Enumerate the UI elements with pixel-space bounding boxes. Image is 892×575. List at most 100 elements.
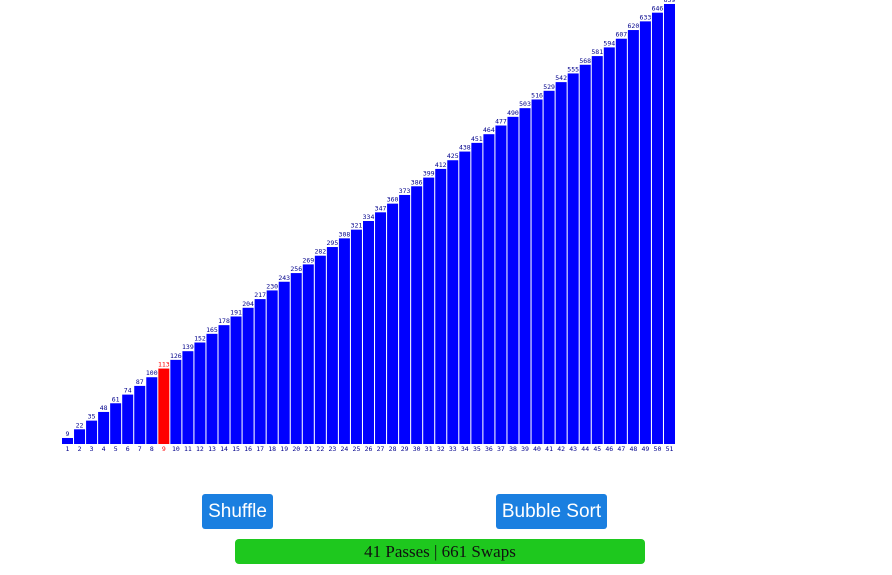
bar bbox=[531, 99, 543, 444]
bar-value-label: 100 bbox=[146, 369, 158, 377]
bar-value-label: 61 bbox=[112, 395, 120, 403]
bar bbox=[122, 394, 134, 444]
bar-value-label: 633 bbox=[640, 13, 652, 21]
bar-value-label: 412 bbox=[435, 161, 447, 169]
bar bbox=[435, 168, 447, 445]
category-label: 19 bbox=[280, 445, 288, 453]
bar bbox=[495, 125, 507, 445]
bar bbox=[483, 134, 495, 444]
bar bbox=[74, 429, 86, 444]
bar-value-label: 269 bbox=[302, 256, 314, 264]
bar bbox=[375, 212, 387, 444]
bubble-sort-button[interactable]: Bubble Sort bbox=[496, 494, 607, 529]
bar-value-label: 191 bbox=[230, 308, 242, 316]
bar-value-label: 256 bbox=[290, 265, 302, 273]
bar bbox=[86, 420, 98, 444]
category-label: 43 bbox=[569, 445, 577, 453]
shuffle-button[interactable]: Shuffle bbox=[202, 494, 273, 529]
bar-value-label: 360 bbox=[387, 196, 399, 204]
bar bbox=[314, 255, 326, 444]
category-label: 39 bbox=[521, 445, 529, 453]
bar-value-label: 646 bbox=[652, 5, 664, 13]
category-label: 24 bbox=[341, 445, 349, 453]
category-label: 51 bbox=[666, 445, 674, 453]
bar-value-label: 87 bbox=[136, 378, 144, 386]
category-label: 26 bbox=[365, 445, 373, 453]
bar bbox=[266, 290, 278, 444]
category-label: 3 bbox=[90, 445, 94, 453]
bar bbox=[555, 82, 567, 445]
category-label: 32 bbox=[437, 445, 445, 453]
bar bbox=[110, 403, 122, 444]
bar-value-label: 295 bbox=[327, 239, 339, 247]
bar bbox=[651, 12, 663, 445]
category-label: 41 bbox=[545, 445, 553, 453]
bar bbox=[447, 160, 459, 445]
category-label: 34 bbox=[461, 445, 469, 453]
bar bbox=[194, 342, 206, 444]
bar-value-label: 581 bbox=[591, 48, 603, 56]
status-bar: 41 Passes | 661 Swaps bbox=[235, 539, 645, 564]
category-label: 21 bbox=[304, 445, 312, 453]
bar-value-label: 594 bbox=[603, 39, 615, 47]
bar-value-label: 529 bbox=[543, 83, 555, 91]
category-label: 10 bbox=[172, 445, 180, 453]
bar bbox=[603, 47, 615, 445]
bar-value-label: 48 bbox=[100, 404, 108, 412]
bar-value-label: 451 bbox=[471, 135, 483, 143]
bar-value-label: 243 bbox=[278, 274, 290, 282]
category-label: 6 bbox=[126, 445, 130, 453]
bar bbox=[62, 437, 73, 444]
bar bbox=[206, 333, 218, 444]
category-label: 50 bbox=[654, 445, 662, 453]
category-label: 31 bbox=[425, 445, 433, 453]
category-label: 25 bbox=[353, 445, 361, 453]
bar-value-label: 113 bbox=[158, 361, 170, 369]
bar bbox=[471, 142, 483, 444]
bar bbox=[326, 247, 338, 444]
bar bbox=[218, 325, 230, 444]
category-label: 49 bbox=[642, 445, 650, 453]
bar-value-label: 35 bbox=[88, 413, 96, 421]
bar bbox=[543, 90, 555, 445]
bar-value-label: 542 bbox=[555, 74, 567, 82]
category-label: 27 bbox=[377, 445, 385, 453]
bar bbox=[182, 351, 194, 444]
category-label: 8 bbox=[150, 445, 154, 453]
bar-value-label: 217 bbox=[254, 291, 266, 299]
bar-value-label: 165 bbox=[206, 326, 218, 334]
bar bbox=[230, 316, 242, 444]
bar bbox=[399, 194, 411, 444]
category-label: 28 bbox=[389, 445, 397, 453]
bar-value-label: 490 bbox=[507, 109, 519, 117]
category-label: 12 bbox=[196, 445, 204, 453]
category-label: 11 bbox=[184, 445, 192, 453]
bar-chart: 9122235348461574687710081139126101391115… bbox=[62, 0, 675, 453]
category-label: 4 bbox=[102, 445, 106, 453]
bar bbox=[278, 281, 290, 444]
bar bbox=[134, 385, 146, 444]
category-label: 44 bbox=[581, 445, 589, 453]
bar bbox=[387, 203, 399, 444]
category-label: 2 bbox=[78, 445, 82, 453]
bar-value-label: 152 bbox=[194, 335, 206, 343]
bar-value-label: 321 bbox=[351, 222, 363, 230]
category-label: 42 bbox=[557, 445, 565, 453]
category-label: 35 bbox=[473, 445, 481, 453]
category-label: 36 bbox=[485, 445, 493, 453]
bar bbox=[170, 359, 182, 444]
category-label: 1 bbox=[66, 445, 70, 453]
bar bbox=[302, 264, 314, 444]
bar-highlighted bbox=[158, 368, 170, 444]
category-label: 46 bbox=[605, 445, 613, 453]
bar-value-label: 334 bbox=[363, 213, 375, 221]
category-label: 18 bbox=[268, 445, 276, 453]
category-label: 47 bbox=[617, 445, 625, 453]
bar-value-label: 230 bbox=[266, 282, 278, 290]
bar bbox=[639, 21, 651, 445]
bar bbox=[146, 377, 158, 444]
bar bbox=[411, 186, 423, 444]
category-label: 15 bbox=[232, 445, 240, 453]
category-label: 9 bbox=[162, 445, 166, 453]
bar-value-label: 308 bbox=[339, 230, 351, 238]
